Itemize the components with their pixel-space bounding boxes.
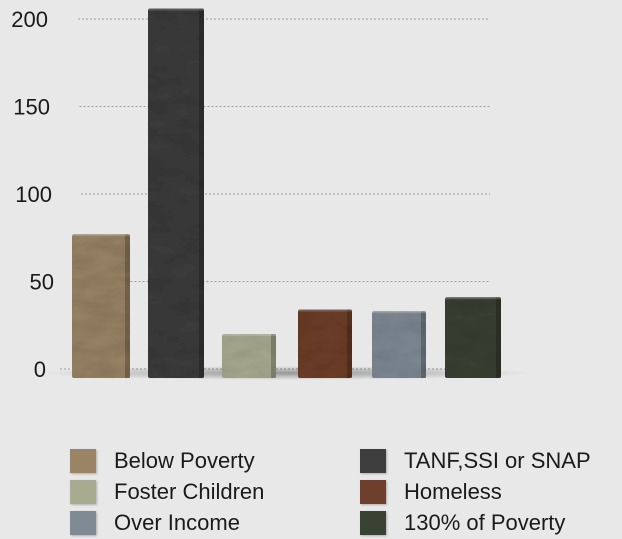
bar-foster-children (222, 334, 276, 378)
legend-item: Below Poverty (70, 448, 360, 474)
bar-top-highlight (222, 334, 276, 336)
legend-swatch (360, 449, 386, 473)
bar-edge-shade (125, 234, 130, 378)
y-tick-label: 100 (15, 182, 52, 207)
y-tick-label: 150 (13, 95, 50, 120)
bar-rect (298, 309, 352, 378)
legend-swatch (360, 480, 386, 504)
bar-rect (222, 334, 276, 378)
legend: Below Poverty TANF,SSI or SNAP Foster Chil… (70, 448, 620, 536)
legend-item: Foster Children (70, 479, 360, 505)
legend-item: Over Income (70, 510, 360, 536)
legend-label: Homeless (404, 479, 502, 504)
bar-below-poverty (72, 234, 130, 378)
legend-label: Over Income (114, 510, 240, 535)
bar-130-of-poverty (445, 297, 501, 378)
bar-top-highlight (148, 8, 204, 11)
bar-tanf-ssi-or-snap (148, 8, 204, 378)
bar-edge-shade (347, 309, 352, 378)
bar-rect (445, 297, 501, 378)
legend-label: 130% of Poverty (404, 510, 566, 535)
legend-label: Foster Children (114, 479, 265, 504)
legend-swatch (360, 511, 386, 535)
bar-edge-shade (271, 334, 276, 378)
bar-top-highlight (372, 311, 426, 314)
bar-rect (72, 234, 130, 378)
bar-top-highlight (298, 309, 352, 312)
bar-edge-shade (421, 311, 426, 378)
bar-top-highlight (445, 297, 501, 300)
y-tick-label: 200 (11, 7, 48, 32)
bar-edge-shade (199, 8, 204, 378)
bar-over-income (372, 311, 426, 378)
legend-item: TANF,SSI or SNAP (360, 448, 620, 474)
legend-swatch (70, 480, 96, 504)
bar-rect (372, 311, 426, 378)
bars (72, 8, 501, 378)
legend-swatch (70, 449, 96, 473)
bar-rect (148, 8, 204, 378)
legend-label: TANF,SSI or SNAP (404, 448, 591, 473)
bar-homeless (298, 309, 352, 378)
y-tick-label: 0 (34, 357, 46, 382)
legend-item: 130% of Poverty (360, 510, 620, 536)
legend-swatch (70, 511, 96, 535)
bar-edge-shade (496, 297, 501, 378)
y-axis-ticks: 0 50 100 150 200 (11, 7, 54, 382)
legend-item: Homeless (360, 479, 620, 505)
bar-top-highlight (72, 234, 130, 237)
y-tick-label: 50 (30, 270, 54, 295)
legend-label: Below Poverty (114, 448, 255, 473)
